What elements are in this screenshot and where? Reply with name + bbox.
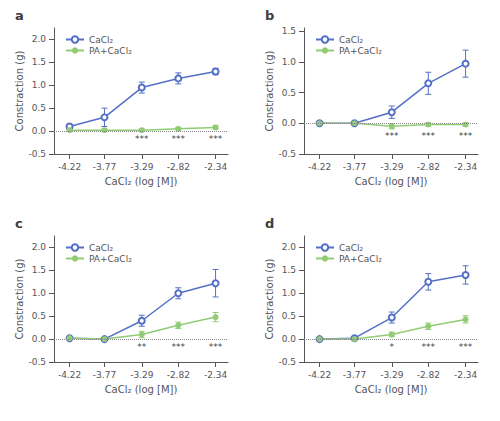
svg-text:CaCl₂ (log [M]): CaCl₂ (log [M]) [105,384,178,395]
svg-text:2.0: 2.0 [32,34,47,44]
svg-text:-3.77: -3.77 [343,162,366,172]
svg-text:-4.22: -4.22 [58,370,81,380]
svg-text:-0.5: -0.5 [278,149,296,159]
svg-text:***: *** [422,131,436,141]
svg-text:d: d [265,216,274,231]
svg-text:-0.5: -0.5 [28,149,46,159]
svg-text:0.5: 0.5 [282,88,296,98]
svg-text:-4.22: -4.22 [308,162,331,172]
svg-text:***: *** [209,342,223,352]
svg-text:-4.22: -4.22 [308,370,331,380]
svg-text:1.5: 1.5 [282,265,296,275]
svg-text:1.0: 1.0 [282,57,297,67]
svg-text:Constraction (g): Constraction (g) [264,51,275,132]
svg-text:-2.34: -2.34 [454,162,478,172]
svg-text:-3.29: -3.29 [380,370,404,380]
svg-text:1.0: 1.0 [32,80,47,90]
svg-text:Constraction (g): Constraction (g) [14,51,25,132]
svg-text:0.5: 0.5 [32,103,46,113]
svg-text:0.5: 0.5 [282,311,296,321]
svg-text:PA+CaCl₂: PA+CaCl₂ [339,254,382,264]
svg-text:*: * [390,342,395,352]
svg-text:***: *** [172,134,186,144]
svg-text:CaCl₂: CaCl₂ [89,35,114,45]
svg-text:0.5: 0.5 [32,311,46,321]
svg-text:***: *** [172,342,186,352]
svg-text:-3.77: -3.77 [93,370,116,380]
svg-text:-3.29: -3.29 [380,162,404,172]
svg-text:1.0: 1.0 [32,288,47,298]
svg-text:PA+CaCl₂: PA+CaCl₂ [89,254,132,264]
svg-text:0.0: 0.0 [282,118,297,128]
svg-text:PA+CaCl₂: PA+CaCl₂ [339,46,382,56]
svg-text:-0.5: -0.5 [28,357,46,367]
svg-text:CaCl₂: CaCl₂ [339,243,364,253]
svg-text:***: *** [459,131,473,141]
svg-text:a: a [15,8,24,23]
svg-text:0.0: 0.0 [32,126,47,136]
svg-text:1.5: 1.5 [32,57,46,67]
svg-text:-2.34: -2.34 [454,370,478,380]
svg-text:-3.29: -3.29 [130,162,154,172]
svg-text:2.0: 2.0 [32,242,47,252]
svg-text:-2.34: -2.34 [204,370,228,380]
svg-text:CaCl₂: CaCl₂ [339,35,364,45]
svg-text:1.5: 1.5 [282,26,296,36]
svg-text:PA+CaCl₂: PA+CaCl₂ [89,46,132,56]
svg-text:***: *** [135,134,149,144]
svg-text:***: *** [459,342,473,352]
svg-text:-0.5: -0.5 [278,357,296,367]
svg-text:-2.34: -2.34 [204,162,228,172]
svg-text:CaCl₂ (log [M]): CaCl₂ (log [M]) [355,176,428,187]
svg-text:CaCl₂ (log [M]): CaCl₂ (log [M]) [105,176,178,187]
svg-text:***: *** [422,342,436,352]
svg-text:b: b [265,8,274,23]
svg-text:-2.82: -2.82 [167,162,190,172]
svg-text:CaCl₂ (log [M]): CaCl₂ (log [M]) [355,384,428,395]
svg-text:-3.77: -3.77 [343,370,366,380]
svg-text:2.0: 2.0 [282,242,297,252]
svg-text:1.0: 1.0 [282,288,297,298]
svg-text:0.0: 0.0 [282,334,297,344]
svg-text:-2.82: -2.82 [417,162,440,172]
svg-text:-2.82: -2.82 [417,370,440,380]
svg-text:***: *** [209,134,223,144]
svg-text:0.0: 0.0 [32,334,47,344]
svg-text:**: ** [137,342,147,352]
svg-text:-2.82: -2.82 [167,370,190,380]
svg-text:c: c [15,216,23,231]
svg-text:-4.22: -4.22 [58,162,81,172]
svg-text:-3.77: -3.77 [93,162,116,172]
svg-text:-3.29: -3.29 [130,370,154,380]
svg-text:Constraction (g): Constraction (g) [264,259,275,340]
svg-text:CaCl₂: CaCl₂ [89,243,114,253]
svg-text:Constraction (g): Constraction (g) [14,259,25,340]
svg-text:***: *** [385,131,399,141]
svg-text:1.5: 1.5 [32,265,46,275]
